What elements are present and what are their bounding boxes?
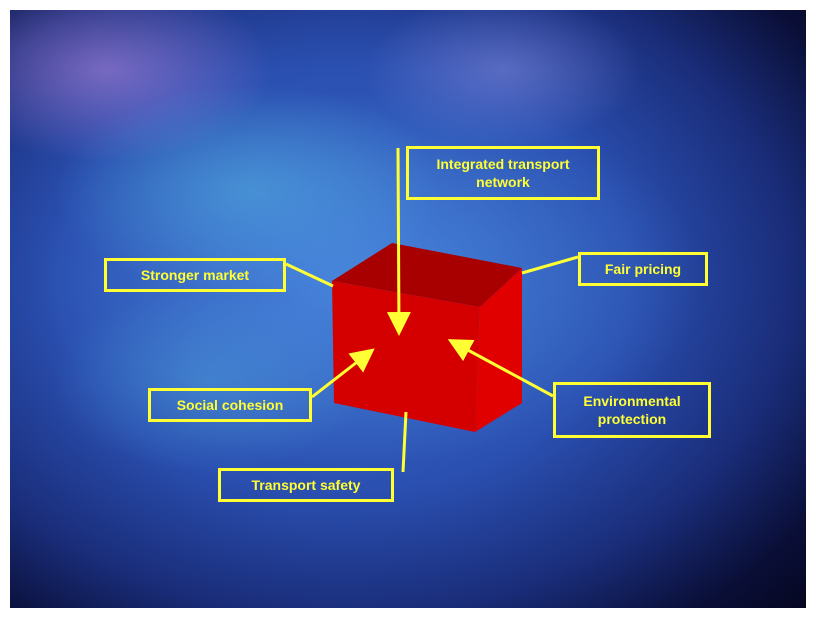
- connector-stronger-market: [285, 262, 334, 288]
- cube-right-face: [475, 268, 522, 432]
- label-transport-safety: Transport safety: [218, 468, 394, 502]
- connector-transport-safety: [401, 411, 408, 473]
- connector-fair-pricing: [521, 255, 579, 275]
- connector-integrated-network: [386, 147, 411, 336]
- label-social-cohesion: Social cohesion: [148, 388, 312, 422]
- cube-diagram: [285, 147, 579, 473]
- slide: Integrated transport network Stronger ma…: [10, 10, 806, 608]
- label-stronger-market: Stronger market: [104, 258, 286, 292]
- label-integrated-transport-network: Integrated transport network: [406, 146, 600, 200]
- connector-environmental-protection: [447, 339, 554, 398]
- cube-front-face: [332, 281, 480, 432]
- label-environmental-protection: Environmental protection: [553, 382, 711, 438]
- cube-top-face: [332, 243, 522, 307]
- red-cube: [332, 243, 522, 432]
- label-fair-pricing: Fair pricing: [578, 252, 708, 286]
- connector-social-cohesion: [311, 348, 375, 399]
